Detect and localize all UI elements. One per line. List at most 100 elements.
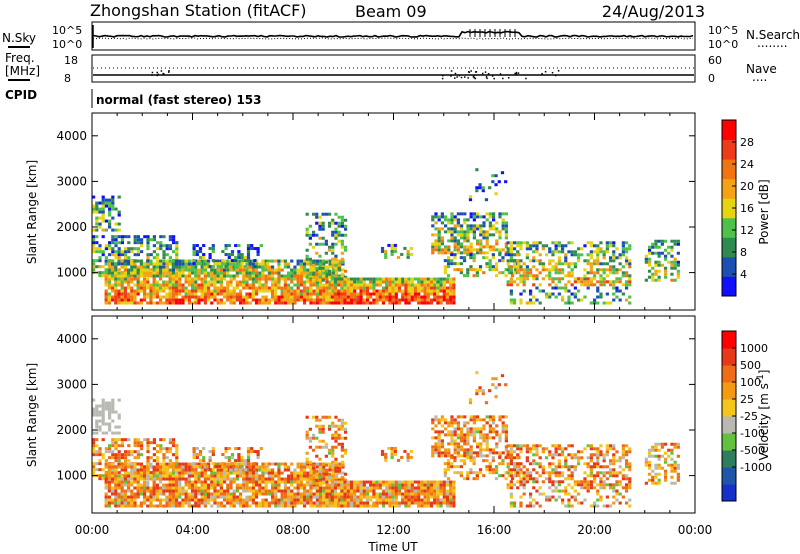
velocity-cell <box>216 501 220 505</box>
power-cell <box>139 289 143 293</box>
power-cell <box>318 242 322 246</box>
power-cell <box>200 289 204 293</box>
velocity-cell <box>245 504 249 508</box>
velocity-cell <box>130 474 134 478</box>
velocity-cell <box>330 483 334 487</box>
power-cell <box>488 245 492 249</box>
velocity-cell <box>485 439 489 443</box>
velocity-cell <box>334 415 338 419</box>
velocity-cell <box>206 465 211 469</box>
velocity-cell <box>311 466 316 470</box>
power-cell <box>440 227 444 231</box>
power-cell <box>450 253 454 257</box>
velocity-cell <box>592 447 597 451</box>
power-cell <box>318 278 322 282</box>
power-cell <box>299 280 303 284</box>
power-cell <box>194 301 198 305</box>
power-cell <box>504 236 508 240</box>
velocity-cell <box>469 451 473 455</box>
nave-dot <box>151 71 154 74</box>
velocity-cell <box>475 477 479 481</box>
velocity-cell <box>108 410 112 414</box>
velocity-cell <box>110 480 115 484</box>
power-cell <box>226 280 230 284</box>
power-cell <box>274 283 278 287</box>
velocity-cell <box>596 471 600 475</box>
velocity-cell <box>506 453 510 457</box>
power-cell <box>133 277 137 281</box>
power-cell <box>509 256 513 260</box>
power-cell <box>340 295 344 299</box>
power-cell <box>168 298 172 302</box>
power-cell <box>200 268 204 272</box>
velocity-cell <box>126 474 131 478</box>
power-cell <box>234 256 238 260</box>
velocity-cell <box>516 480 520 484</box>
power-cell <box>660 239 664 243</box>
power-cell <box>299 292 303 296</box>
velocity-cell <box>299 468 303 472</box>
colorbar-tick-label: 8 <box>740 246 747 259</box>
power-cell <box>394 286 398 290</box>
power-cell <box>409 246 413 250</box>
velocity-cell <box>237 456 241 460</box>
power-cell <box>349 298 354 302</box>
velocity-cell <box>544 471 549 475</box>
power-cell <box>333 289 338 293</box>
velocity-cell <box>385 492 389 496</box>
power-cell <box>168 244 172 248</box>
power-cell <box>168 238 172 242</box>
power-cell <box>495 227 499 231</box>
velocity-cell <box>498 456 502 460</box>
power-cell <box>378 277 382 281</box>
power-cell <box>258 286 262 290</box>
velocity-cell <box>315 492 319 496</box>
velocity-cell <box>280 462 284 466</box>
power-cell <box>456 262 460 266</box>
power-cell <box>104 219 108 223</box>
velocity-cell <box>356 504 360 508</box>
velocity-cell <box>338 462 342 466</box>
power-cell <box>663 239 668 243</box>
power-cell <box>174 295 179 299</box>
power-cell <box>242 301 246 305</box>
velocity-cell <box>495 424 499 428</box>
power-cell <box>210 292 214 296</box>
power-cell <box>235 298 239 302</box>
velocity-cell <box>318 418 322 422</box>
power-cell <box>485 236 489 240</box>
power-cell <box>608 265 613 269</box>
power-cell <box>564 256 568 260</box>
velocity-cell <box>463 421 467 425</box>
velocity-cell <box>270 483 275 487</box>
power-cell <box>624 241 629 245</box>
velocity-cell <box>165 486 169 490</box>
power-cell <box>222 295 227 299</box>
power-cell <box>318 298 323 302</box>
power-cell <box>564 262 568 266</box>
velocity-cell <box>142 468 147 472</box>
velocity-cell <box>130 471 134 475</box>
velocity-cell <box>200 468 204 472</box>
power-cell <box>644 278 648 282</box>
velocity-cell <box>567 453 571 457</box>
velocity-cell <box>436 501 440 505</box>
power-cell <box>522 277 526 281</box>
power-cell <box>321 242 325 246</box>
velocity-cell <box>573 468 577 472</box>
power-cell <box>302 280 307 284</box>
power-cell <box>251 268 255 272</box>
velocity-cell <box>346 489 350 493</box>
power-cell <box>171 286 175 290</box>
velocity-cell <box>229 501 233 505</box>
power-heatmap <box>92 168 680 305</box>
velocity-cell <box>258 501 262 505</box>
power-cell <box>197 289 201 293</box>
power-cell <box>146 283 150 287</box>
power-cell <box>146 301 150 305</box>
velocity-cell <box>165 462 169 466</box>
power-cell <box>174 271 179 275</box>
velocity-cell <box>254 468 259 472</box>
velocity-cell <box>436 486 440 490</box>
velocity-cell <box>200 483 204 487</box>
